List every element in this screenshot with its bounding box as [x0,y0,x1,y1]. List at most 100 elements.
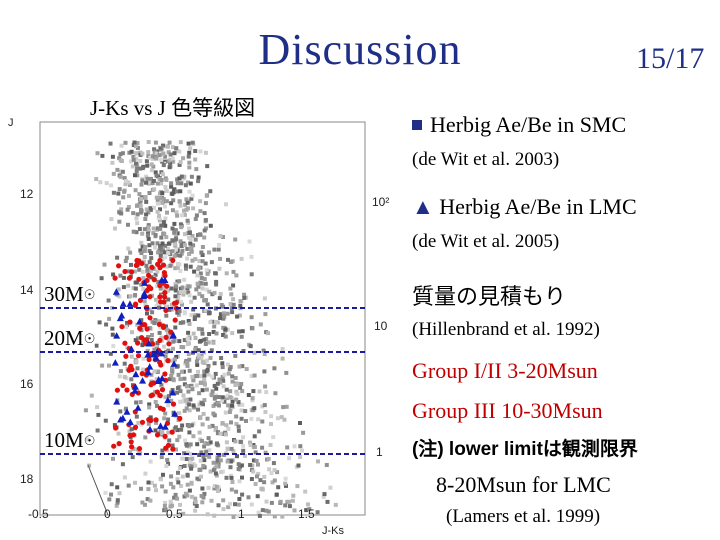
density-cell [104,181,109,186]
density-cell [158,243,162,248]
density-cell [201,411,206,416]
density-cell [223,334,228,339]
density-cell [190,456,195,461]
density-cell [153,170,158,175]
density-cell [159,170,164,175]
density-cell [214,442,219,447]
group12-note: Group I/II 3-20Msun [412,358,598,383]
density-cell [161,151,166,156]
density-cell [159,335,164,340]
density-cell [201,463,206,468]
density-cell [246,495,251,500]
density-cell [130,330,134,335]
density-cell [262,296,267,301]
density-cell [135,212,140,217]
density-cell [220,395,225,400]
density-cell [186,220,191,225]
density-cell [139,318,144,323]
smc-point [128,363,134,369]
density-cell [244,367,249,371]
density-cell [193,496,198,501]
density-cell [230,331,235,336]
y-tick-14: 14 [20,283,34,297]
density-cell [235,391,240,396]
smc-point [170,257,176,263]
density-cell [200,253,205,257]
lmc-point [119,300,127,307]
density-cell [220,365,225,370]
density-cell [186,352,191,357]
density-cell [173,282,178,287]
density-cell [186,141,191,146]
density-cell [221,507,226,512]
density-cell [229,446,234,451]
density-cell [184,457,189,461]
density-cell [112,423,117,428]
smc-point [171,300,178,306]
density-cell [242,295,247,300]
density-cell [193,313,198,317]
smc-point [124,387,130,393]
density-cell [136,421,141,425]
density-cell [214,282,219,287]
smc-point [126,367,132,373]
density-cell [205,368,210,372]
density-cell [163,223,168,228]
density-cell [196,267,201,272]
density-cell [165,210,169,215]
density-cell [269,500,274,505]
density-cell [159,383,164,388]
density-cell [126,483,131,488]
smc-point [134,262,140,268]
lmc-point [157,422,165,429]
density-cell [147,249,152,253]
density-cell [198,458,203,463]
density-cell [186,450,190,455]
density-cell [187,488,192,493]
density-cell [117,219,122,224]
density-cell [166,297,171,302]
density-cell [190,494,194,499]
density-cell [266,509,271,514]
density-cell [185,493,190,498]
density-cell [179,174,184,179]
density-cell [324,463,329,467]
density-cell [166,417,171,422]
density-cell [175,496,180,501]
density-cell [133,173,137,178]
density-cell [243,453,247,458]
density-cell [170,503,174,508]
density-cell [172,221,177,226]
lmc-point [164,396,172,404]
density-cell [238,439,243,444]
density-cell [193,217,198,221]
density-cell [146,487,151,492]
density-cell [222,314,227,318]
density-cell [178,290,183,294]
density-cell [172,187,177,192]
density-cell [230,403,234,408]
density-cell [186,290,191,295]
density-cell [134,359,139,364]
density-cell [177,411,182,416]
density-cell [179,225,184,230]
density-cell [197,402,202,407]
smc-point [120,382,126,388]
density-cell [204,193,209,198]
smc-point [157,337,163,343]
density-cell [126,205,131,209]
density-cell [241,435,246,440]
lmc-point [141,279,149,286]
density-cell [199,474,203,479]
density-cell [141,276,146,281]
density-cell [189,466,194,471]
density-cell [135,322,140,327]
density-cell [213,271,218,276]
density-cell [164,313,169,318]
density-cell [205,453,209,458]
x-tick-m05: -0.5 [28,507,49,521]
colorbar-tick-1: 1 [376,445,383,459]
density-cell [115,500,120,505]
density-cell [182,408,187,413]
density-cell [177,149,182,154]
